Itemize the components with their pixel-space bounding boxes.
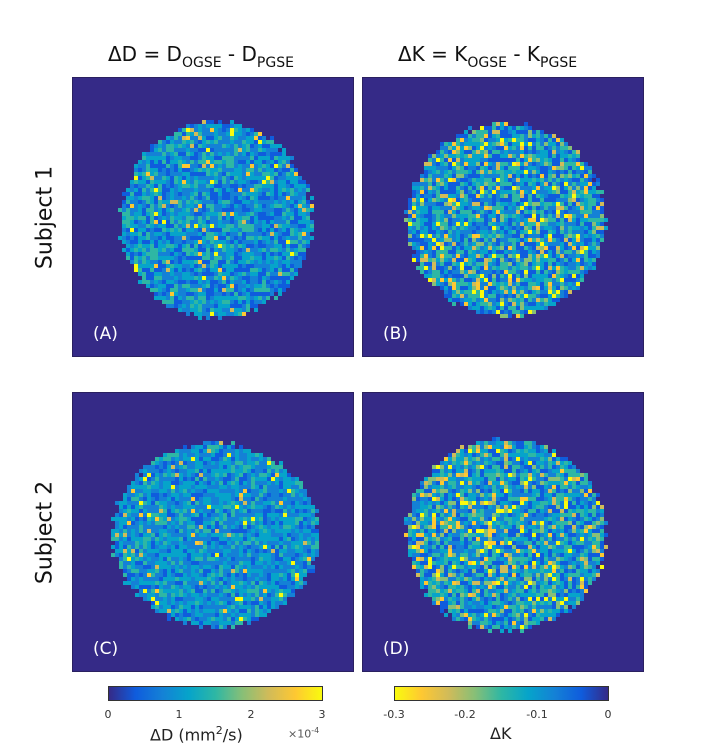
colorbar-d-tick-2: 2 xyxy=(247,708,255,721)
cbar-d-label-sup: 2 xyxy=(215,724,223,737)
panel-a-delta-d-subject-1: (A) xyxy=(72,77,354,357)
brain-map-c xyxy=(111,441,319,629)
cbar-d-exponent-sup: -4 xyxy=(311,726,320,735)
row-label-subject-1: Subject 1 xyxy=(32,165,58,270)
colorbar-d-tick-3: 3 xyxy=(318,708,326,721)
panel-b-delta-k-subject-1: (B) xyxy=(362,77,644,357)
panel-label-b: (B) xyxy=(383,324,408,344)
colorbar-d-tick-0: 0 xyxy=(104,708,112,721)
title-d-sub2: PGSE xyxy=(256,55,294,71)
colorbar-k-tick-3: 0 xyxy=(604,708,612,721)
brain-map-b xyxy=(404,122,608,318)
panel-label-c: (C) xyxy=(93,639,119,659)
row-label-subject-2: Subject 2 xyxy=(32,480,58,585)
cbar-d-label-suffix: /s) xyxy=(222,725,243,745)
title-d-sub1: OGSE xyxy=(181,55,222,71)
colorbar-k-tick-0: -0.3 xyxy=(383,708,405,721)
colorbar-delta-d xyxy=(108,686,323,701)
panel-label-d: (D) xyxy=(383,639,410,659)
colorbar-k-label: ΔK xyxy=(490,724,512,743)
brain-map-d xyxy=(404,437,608,633)
title-k-sub1: OGSE xyxy=(467,55,507,71)
title-k-mid: - K xyxy=(507,42,541,66)
colorbar-d-label: ΔD (mm2/s) xyxy=(150,724,243,744)
panel-c-delta-d-subject-2: (C) xyxy=(72,392,354,672)
colorbar-delta-k xyxy=(394,686,609,701)
title-k-prefix: ΔK = K xyxy=(398,42,468,66)
title-k-sub2: PGSE xyxy=(540,55,578,71)
cbar-d-exponent-base: ×10 xyxy=(288,727,312,741)
colorbar-d-tick-1: 1 xyxy=(175,708,183,721)
panel-d-delta-k-subject-2: (D) xyxy=(362,392,644,672)
title-d-prefix: ΔD = D xyxy=(108,42,182,66)
colorbar-k-tick-2: -0.1 xyxy=(526,708,548,721)
title-d-mid: - D xyxy=(221,42,257,66)
colorbar-d-exponent: ×10-4 xyxy=(288,726,319,741)
column-title-diffusion: ΔD = DOGSE - DPGSE xyxy=(108,42,294,71)
cbar-d-label-prefix: ΔD (mm xyxy=(150,725,216,745)
colorbar-k-tick-1: -0.2 xyxy=(454,708,476,721)
panel-label-a: (A) xyxy=(93,324,118,344)
brain-map-a xyxy=(118,120,314,320)
column-title-kurtosis: ΔK = KOGSE - KPGSE xyxy=(398,42,577,71)
